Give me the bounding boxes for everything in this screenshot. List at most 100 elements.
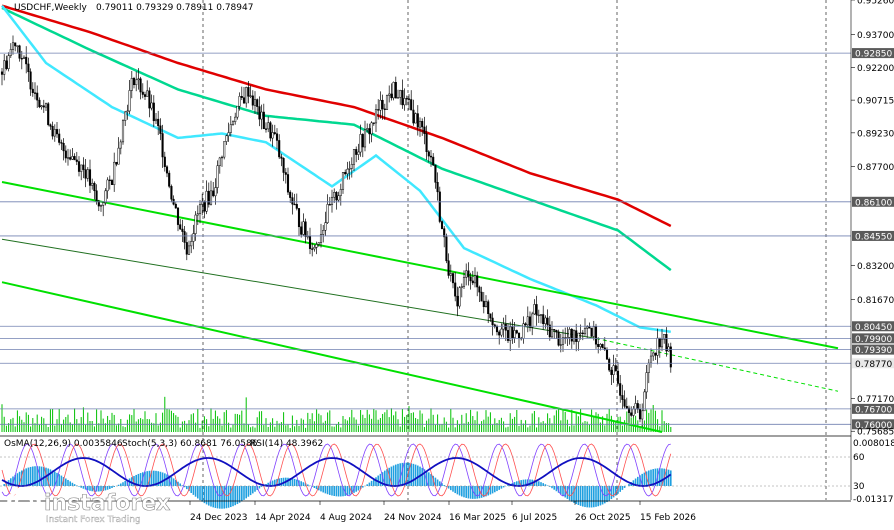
- candle-body: [575, 330, 578, 342]
- candle-body: [5, 60, 8, 69]
- candle-body: [370, 122, 373, 135]
- candle-body: [132, 78, 136, 86]
- candle-body: [231, 121, 235, 125]
- candle-body: [40, 105, 43, 108]
- candle-body: [280, 156, 283, 159]
- candle-body: [93, 182, 96, 192]
- candle-body: [84, 169, 87, 179]
- candle-body: [297, 208, 301, 228]
- candle-body: [436, 182, 439, 193]
- candle-body: [601, 344, 604, 349]
- candle-body: [467, 270, 470, 278]
- candle-body: [614, 365, 617, 372]
- candle-body: [401, 90, 404, 106]
- tick-label: 0.90715: [857, 97, 894, 107]
- candle-body: [88, 169, 92, 186]
- candle-body: [262, 111, 265, 130]
- candle-body: [456, 295, 459, 307]
- candle-body: [579, 332, 582, 334]
- candle-body: [509, 326, 512, 341]
- candle-body: [515, 330, 518, 334]
- level-tag-label: 0.80450: [855, 323, 892, 333]
- candle-body: [537, 314, 540, 317]
- candle-body: [636, 403, 639, 410]
- candle-body: [7, 55, 10, 69]
- candle-body: [115, 161, 118, 165]
- candle-body: [469, 276, 472, 282]
- candle-body: [77, 161, 81, 172]
- candle-body: [313, 247, 316, 250]
- candle-body: [425, 133, 428, 152]
- candle-body: [641, 410, 644, 420]
- candle-body: [36, 92, 39, 101]
- candle-body: [75, 159, 78, 162]
- instaforex-logo: instaforex Instant Forex Trading: [4, 484, 180, 526]
- candle-body: [253, 99, 257, 106]
- candle-body: [480, 291, 483, 302]
- candle-body: [418, 120, 422, 128]
- candle-body: [278, 140, 281, 158]
- candle-body: [542, 314, 545, 325]
- tick-label: 0.81670: [857, 296, 894, 306]
- candle-body: [361, 134, 364, 148]
- candle-body: [462, 277, 466, 287]
- time-tick-label: 4 Aug 2024: [320, 513, 372, 523]
- candle-body: [311, 248, 314, 250]
- stoch-label: Stoch(5,3,3) 60.8681 76.0586: [122, 439, 258, 449]
- candle-body: [390, 93, 393, 99]
- candle-body: [95, 190, 98, 202]
- candle-body: [546, 317, 549, 326]
- candle-body: [484, 301, 488, 308]
- candle-body: [308, 236, 312, 249]
- candle-body: [478, 286, 481, 293]
- candle-body: [443, 228, 446, 238]
- candle-body: [432, 156, 435, 166]
- candle-body: [300, 226, 303, 235]
- candle-body: [31, 88, 34, 93]
- candle-body: [599, 344, 602, 347]
- candle-body: [326, 204, 329, 223]
- candle-body: [214, 187, 217, 197]
- candle-body: [183, 231, 186, 243]
- price-axis-bg: [851, 0, 894, 527]
- candle-body: [64, 150, 67, 159]
- channel-line-3: [1, 281, 663, 433]
- candle-body: [330, 196, 334, 205]
- candle-body: [423, 126, 426, 134]
- channel-line-2: [595, 337, 839, 392]
- candle-body: [344, 172, 347, 175]
- candle-body: [302, 221, 305, 235]
- candle-body: [157, 118, 160, 127]
- osc-axis-label: 30: [853, 482, 865, 492]
- osma-label: OsMA(12,26,9) 0.0035846: [4, 439, 123, 449]
- level-tag-label: 0.84550: [855, 232, 892, 242]
- candle-body: [465, 270, 468, 278]
- candle-body: [447, 260, 450, 276]
- candle-body: [165, 166, 169, 174]
- price-axis: 0.95260 0.93700 0.92850 0.92200 0.90715 0.892…: [850, 0, 894, 527]
- candle-body: [159, 125, 162, 134]
- candle-body: [66, 157, 70, 159]
- candle-body: [104, 190, 107, 203]
- candle-body: [568, 328, 571, 338]
- brand-tagline: Instant Forex Trading: [46, 515, 141, 525]
- candle-body: [176, 207, 180, 225]
- candle-body: [544, 317, 547, 325]
- candle-body: [592, 326, 595, 337]
- candle-body: [630, 412, 633, 416]
- candle-body: [152, 102, 155, 122]
- time-tick-label: 24 Dec 2023: [190, 513, 248, 523]
- chart-header-ohlc: 0.79011 0.79329 0.78911 0.78947: [96, 3, 253, 13]
- indicator-lines: [1, 4, 839, 433]
- candle-body: [16, 45, 19, 47]
- candle-body: [632, 408, 635, 416]
- candle-body: [643, 391, 646, 412]
- candle-body: [198, 204, 202, 214]
- candle-body: [379, 99, 382, 111]
- candle-body: [561, 337, 565, 345]
- candle-body: [161, 133, 164, 158]
- tick-label: 0.92200: [857, 64, 894, 74]
- candle-body: [225, 135, 228, 142]
